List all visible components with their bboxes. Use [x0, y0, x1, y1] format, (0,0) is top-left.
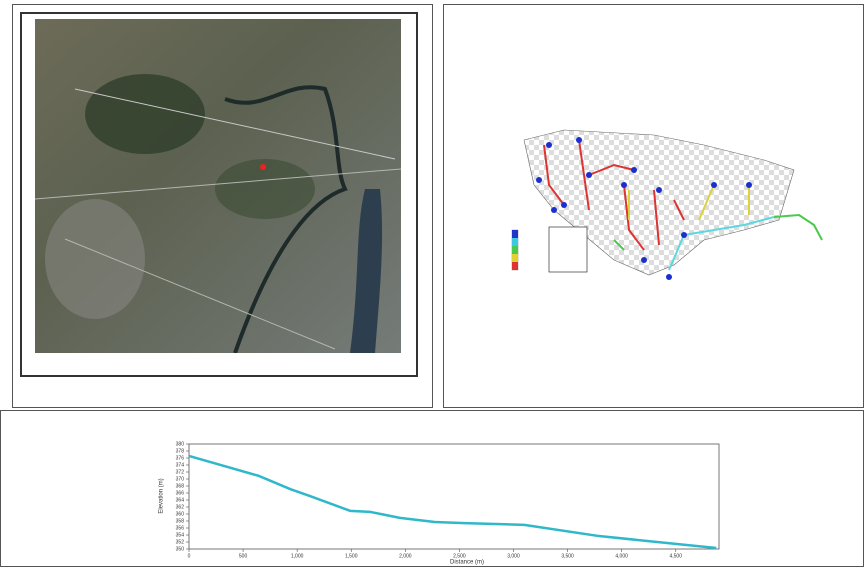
y-tick-label: 378: [176, 448, 185, 454]
legend-swatch: [512, 246, 518, 254]
x-tick-label: 1,500: [345, 553, 358, 559]
y-tick-label: 366: [176, 490, 185, 496]
x-tick-label: 0: [188, 553, 191, 559]
legend-swatch: [512, 238, 518, 246]
x-tick-label: 500: [239, 553, 248, 559]
satellite-image: [35, 19, 401, 353]
y-tick-label: 376: [176, 455, 185, 461]
y-tick-label: 360: [176, 511, 185, 517]
x-tick-label: 2,500: [453, 553, 466, 559]
y-tick-label: 354: [176, 532, 185, 538]
y-tick-label: 374: [176, 462, 185, 468]
y-tick-label: 364: [176, 497, 185, 503]
y-axis-label: Elevation (m): [159, 478, 165, 513]
y-tick-label: 350: [176, 546, 185, 552]
y-tick-label: 368: [176, 483, 185, 489]
marker: [260, 164, 266, 170]
map-panel: [12, 4, 433, 408]
profile-chart: Distance (m) Elevation (m) 3503523543563…: [1, 411, 863, 566]
figure: Distance (m) Elevation (m) 3503523543563…: [0, 0, 864, 567]
x-tick-label: 4,500: [669, 553, 682, 559]
x-tick-label: 1,000: [291, 553, 304, 559]
x-tick-label: 4,000: [615, 553, 628, 559]
y-tick-label: 358: [176, 518, 185, 524]
x-axis-label: Distance (m): [450, 560, 484, 566]
y-tick-label: 356: [176, 525, 185, 531]
x-tick-label: 3,500: [561, 553, 574, 559]
x-tick-label: 2,000: [399, 553, 412, 559]
y-tick-label: 380: [176, 441, 185, 447]
legend-swatch: [512, 254, 518, 262]
y-tick-label: 370: [176, 476, 185, 482]
y-tick-label: 372: [176, 469, 185, 475]
y-tick-label: 352: [176, 539, 185, 545]
network-diagram: [444, 5, 863, 407]
network-panel: [443, 4, 864, 408]
legend-swatch: [512, 230, 518, 238]
legend-swatch: [512, 262, 518, 270]
y-tick-label: 362: [176, 504, 185, 510]
x-tick-label: 3,000: [507, 553, 520, 559]
urban: [45, 199, 145, 319]
legend-box: [549, 227, 587, 272]
plot-area: [189, 444, 719, 549]
